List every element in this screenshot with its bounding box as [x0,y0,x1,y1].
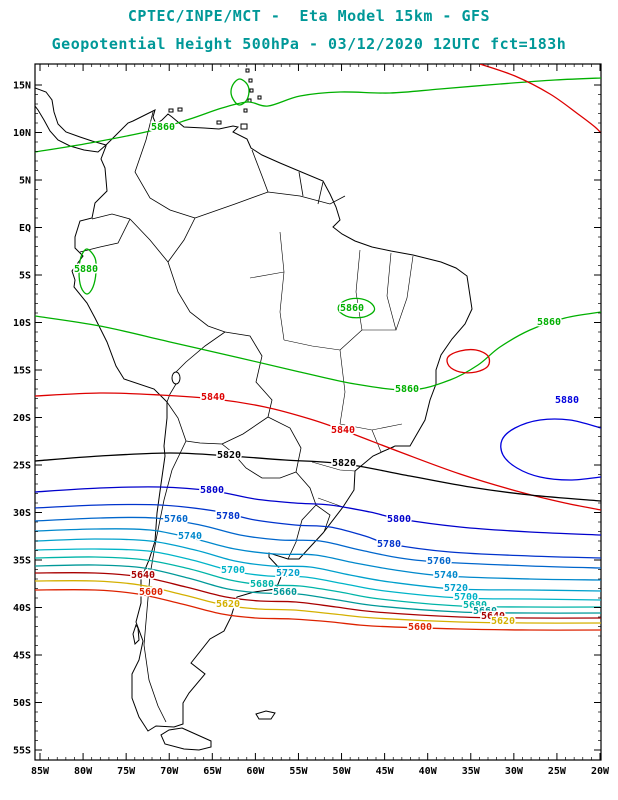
title-line-1: CPTEC/INPE/MCT - Eta Model 15km - GFS [127,7,491,25]
svg-text:5760: 5760 [164,514,188,525]
svg-text:EQ: EQ [19,223,31,234]
title-line-2: Geopotential Height 500hPa - 03/12/2020 … [51,35,567,53]
svg-text:65W: 65W [203,766,222,777]
svg-text:5840: 5840 [201,392,225,403]
svg-text:5660: 5660 [473,606,497,617]
svg-text:5820: 5820 [332,458,356,469]
svg-text:5620: 5620 [491,616,515,627]
svg-text:5860: 5860 [151,122,175,133]
svg-text:5600: 5600 [139,587,163,598]
svg-text:35W: 35W [462,766,481,777]
svg-text:5780: 5780 [216,511,240,522]
country-borders [79,111,346,723]
svg-text:5700: 5700 [454,592,478,603]
svg-text:30S: 30S [13,508,31,519]
svg-text:5720: 5720 [444,583,468,594]
svg-text:5840: 5840 [331,425,355,436]
axis-ticks [35,64,601,760]
svg-text:5800: 5800 [200,485,224,496]
svg-text:5640: 5640 [131,570,155,581]
svg-text:5820: 5820 [217,450,241,461]
svg-text:5680: 5680 [463,600,487,611]
svg-text:55W: 55W [289,766,308,777]
svg-text:5600: 5600 [408,622,432,633]
svg-text:5660: 5660 [273,587,297,598]
svg-text:5620: 5620 [216,599,240,610]
svg-text:5S: 5S [19,271,31,282]
svg-text:5860: 5860 [395,384,419,395]
svg-text:5880: 5880 [74,264,98,275]
svg-text:70W: 70W [160,766,179,777]
lake-titicaca [171,371,181,385]
svg-text:5720: 5720 [276,568,300,579]
svg-text:5800: 5800 [387,514,411,525]
svg-text:20S: 20S [13,413,31,424]
svg-text:5740: 5740 [178,531,202,542]
svg-text:15S: 15S [13,366,31,377]
svg-text:50S: 50S [13,698,31,709]
svg-text:50W: 50W [333,766,352,777]
svg-text:85W: 85W [31,766,50,777]
map-border [34,63,602,761]
svg-text:40W: 40W [419,766,438,777]
svg-text:5880: 5880 [555,395,579,406]
svg-text:15N: 15N [13,81,31,92]
svg-text:10S: 10S [13,318,31,329]
svg-text:5860: 5860 [537,317,561,328]
svg-text:5640: 5640 [481,611,505,622]
coastline [35,87,473,732]
svg-text:30W: 30W [505,766,524,777]
svg-text:5860: 5860 [340,303,364,314]
contour-labels: 5860 5880 5860 5860 5860 5840 5840 5880 5820 5820… [72,121,580,635]
svg-text:25S: 25S [13,461,31,472]
svg-text:5740: 5740 [434,570,458,581]
svg-text:10N: 10N [13,128,31,139]
islands [132,68,276,751]
axis-labels: 15N 10N 5N EQ 5S 10S 15S 20S 25S 30S 35S 40S 45S 50S 5… [13,81,610,778]
svg-text:45S: 45S [13,651,31,662]
svg-text:40S: 40S [13,603,31,614]
svg-text:5N: 5N [19,176,31,187]
svg-text:25W: 25W [548,766,567,777]
svg-text:45W: 45W [376,766,395,777]
svg-text:5780: 5780 [377,539,401,550]
svg-text:75W: 75W [117,766,136,777]
svg-text:5680: 5680 [250,579,274,590]
svg-text:5760: 5760 [427,556,451,567]
svg-text:20W: 20W [591,766,610,777]
svg-text:5700: 5700 [221,565,245,576]
height-contours [35,64,601,631]
svg-text:55S: 55S [13,746,31,757]
svg-text:60W: 60W [246,766,265,777]
svg-text:35S: 35S [13,556,31,567]
svg-text:80W: 80W [74,766,93,777]
